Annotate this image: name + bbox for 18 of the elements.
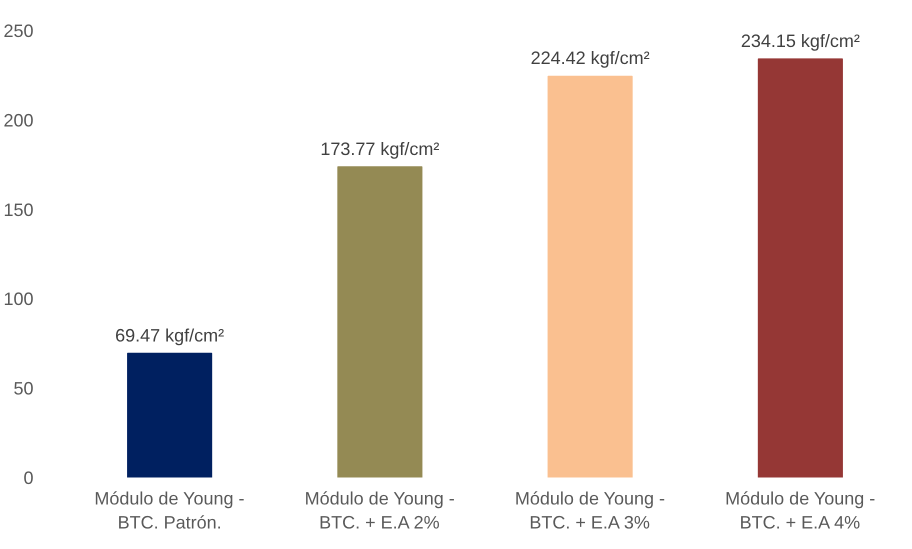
bar [758, 58, 843, 478]
data-label: 224.42 kgf/cm² [530, 48, 650, 68]
data-label: 173.77 kgf/cm² [320, 138, 440, 159]
x-tick-label: Módulo de Young - BTC. + E.A 4% [725, 488, 876, 532]
data-label: 234.15 kgf/cm² [740, 30, 860, 51]
y-tick-label: 250 [3, 21, 34, 41]
y-tick-label: 0 [23, 468, 34, 488]
bar [337, 166, 422, 478]
bar [127, 352, 212, 478]
bar [548, 76, 633, 478]
x-tick-label: Módulo de Young - BTC. + E.A 3% [514, 488, 666, 532]
data-label: 69.47 kgf/cm² [115, 325, 224, 346]
y-tick-label: 200 [3, 110, 34, 130]
x-tick-label: Módulo de Young - BTC. + E.A 2% [304, 488, 455, 532]
y-tick-label: 100 [3, 289, 34, 310]
y-tick-label: 150 [3, 200, 34, 220]
x-tick-label: Módulo de Young - BTC. Patrón. [94, 488, 245, 532]
y-tick-label: 50 [13, 378, 34, 399]
